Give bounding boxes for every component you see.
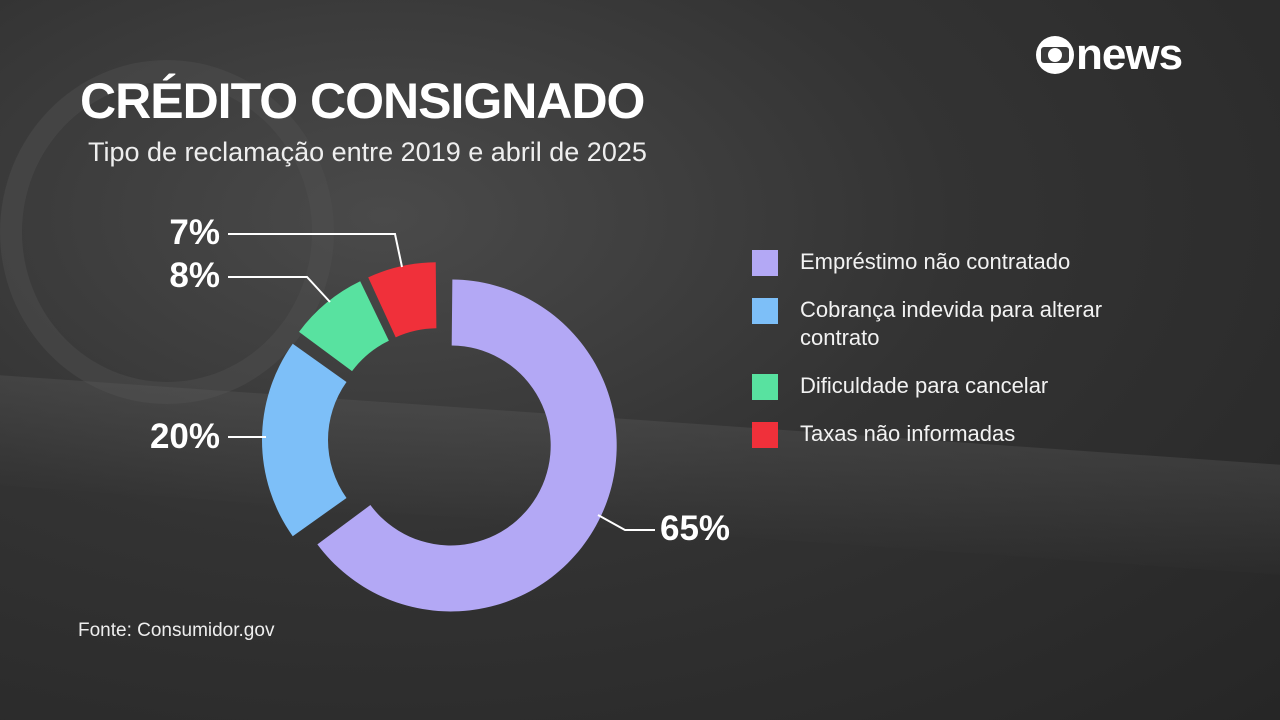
leader-line <box>228 276 331 303</box>
data-label: 65% <box>660 509 730 548</box>
donut-slice <box>299 281 389 372</box>
legend-item: Taxas não informadas <box>752 420 1172 448</box>
donut-slice <box>368 262 437 338</box>
legend-swatch <box>752 374 778 400</box>
donut-slice <box>317 279 617 612</box>
legend-item: Dificuldade para cancelar <box>752 372 1172 400</box>
legend-swatch <box>752 422 778 448</box>
legend: Empréstimo não contratado Cobrança indev… <box>752 248 1172 468</box>
data-label: 7% <box>169 213 220 252</box>
legend-swatch <box>752 250 778 276</box>
logo-text: news <box>1076 30 1183 79</box>
chart-subtitle: Tipo de reclamação entre 2019 e abril de… <box>88 137 647 167</box>
globo-icon <box>1036 36 1074 74</box>
legend-label: Empréstimo não contratado <box>800 249 1071 274</box>
legend-item: Empréstimo não contratado <box>752 248 1172 276</box>
source-note: Fonte: Consumidor.gov <box>78 620 275 641</box>
legend-label: Dificuldade para cancelar <box>800 373 1049 398</box>
legend-swatch <box>752 298 778 324</box>
leader-line <box>228 233 403 268</box>
legend-label: Taxas não informadas <box>800 421 1016 446</box>
data-label: 20% <box>150 417 220 456</box>
legend-label: Cobrança indevida para alterar contrato <box>800 297 1103 350</box>
leader-line <box>597 514 655 531</box>
news-logo: news <box>1036 30 1183 79</box>
donut-slice <box>262 343 347 537</box>
data-label: 8% <box>169 256 220 295</box>
legend-item: Cobrança indevida para alterar contrato <box>752 296 1172 352</box>
chart-title: CRÉDITO CONSIGNADO <box>80 73 645 129</box>
